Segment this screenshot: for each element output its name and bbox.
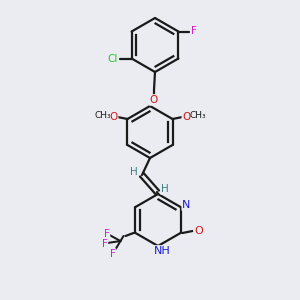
Text: N: N — [182, 200, 191, 210]
Text: CH₃: CH₃ — [94, 112, 111, 121]
Text: H: H — [130, 167, 138, 177]
Text: CH₃: CH₃ — [189, 112, 206, 121]
Text: F: F — [110, 249, 116, 259]
Text: F: F — [191, 26, 197, 37]
Text: O: O — [110, 112, 118, 122]
Text: F: F — [101, 239, 107, 249]
Text: Cl: Cl — [107, 53, 118, 64]
Text: NH: NH — [154, 246, 170, 256]
Text: H: H — [161, 184, 169, 194]
Text: O: O — [150, 95, 158, 105]
Text: O: O — [182, 112, 190, 122]
Text: F: F — [103, 229, 109, 239]
Text: O: O — [194, 226, 203, 236]
